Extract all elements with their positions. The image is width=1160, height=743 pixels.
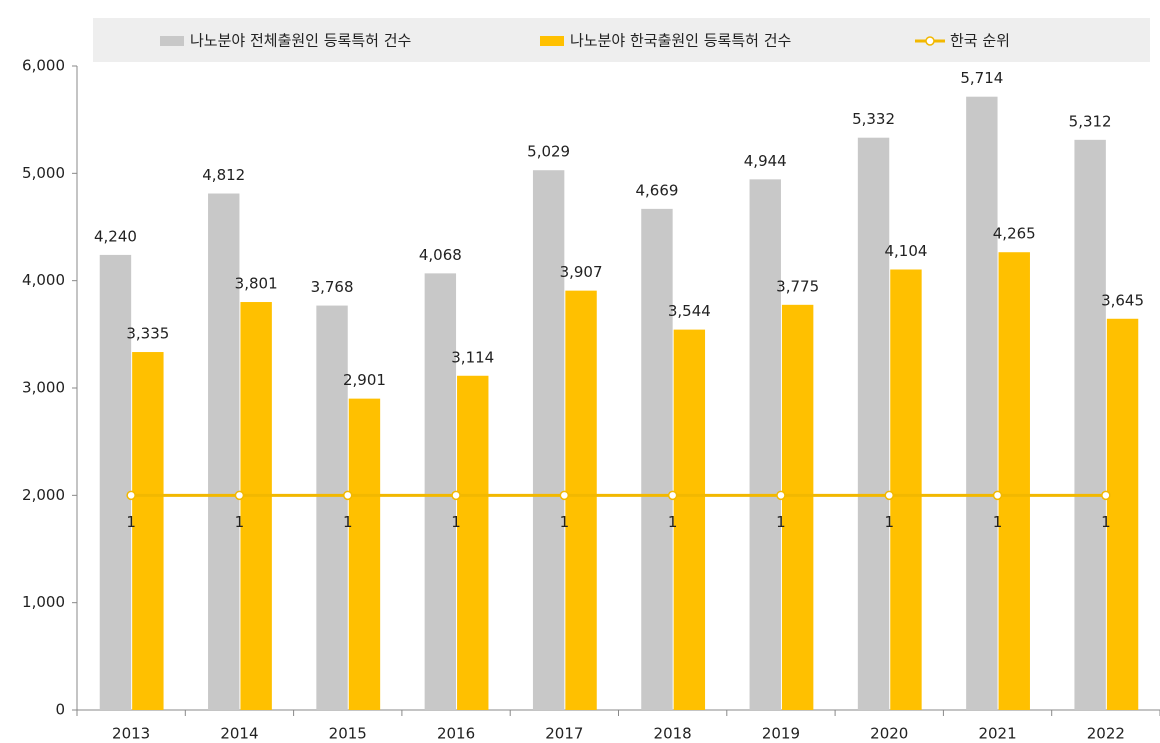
value-label: 3,544	[668, 302, 711, 320]
value-label: 2,901	[343, 371, 386, 389]
bar	[565, 290, 597, 710]
value-label: 4,669	[635, 181, 678, 199]
bar	[1106, 318, 1139, 710]
y-tick-label: 1,000	[22, 593, 65, 611]
value-label: 4,265	[993, 225, 1036, 243]
bar	[348, 398, 381, 710]
legend-background	[93, 18, 1150, 62]
value-label: 1	[1101, 513, 1111, 531]
bar	[857, 137, 890, 710]
legend-label: 한국 순위	[950, 32, 1010, 50]
value-label: 4,944	[744, 152, 787, 170]
legend-label: 나노분야 한국출원인 등록특허 건수	[570, 32, 791, 50]
value-label: 5,332	[852, 110, 895, 128]
bar	[457, 375, 489, 710]
point	[126, 490, 136, 501]
point	[559, 490, 570, 501]
value-label: 5,029	[527, 143, 570, 161]
y-tick-label: 6,000	[22, 57, 65, 75]
value-label: 3,335	[126, 325, 169, 343]
bar	[240, 302, 272, 710]
y-tick-label: 0	[55, 701, 65, 719]
x-tick-label: 2017	[545, 725, 583, 743]
bar	[316, 305, 348, 710]
value-label: 3,114	[451, 348, 494, 366]
legend-label: 나노분야 전체출원인 등록특허 건수	[190, 32, 411, 50]
value-label: 1	[776, 513, 786, 531]
bar	[208, 193, 240, 711]
y-tick-label: 2,000	[22, 486, 65, 504]
value-label: 3,907	[560, 263, 603, 281]
point	[776, 490, 786, 501]
x-tick-label: 2020	[870, 725, 908, 743]
x-tick-label: 2022	[1087, 725, 1125, 743]
value-label: 3,801	[235, 275, 278, 293]
legend-swatch	[160, 36, 184, 46]
value-label: 5,312	[1069, 112, 1112, 130]
legend-swatch	[540, 36, 564, 46]
x-tick-label: 2019	[762, 725, 800, 743]
value-label: 4,068	[419, 246, 462, 264]
x-tick-label: 2018	[654, 725, 692, 743]
y-tick-label: 5,000	[22, 164, 65, 182]
bar	[781, 304, 814, 710]
value-label: 4,240	[94, 227, 137, 245]
legend-marker	[925, 36, 935, 46]
value-label: 4,812	[202, 166, 245, 184]
value-label: 3,768	[311, 278, 354, 296]
point	[884, 490, 894, 501]
x-tick-label: 2014	[220, 725, 258, 743]
bar	[641, 208, 673, 711]
value-label: 1	[126, 513, 136, 531]
y-tick-label: 4,000	[22, 271, 65, 289]
value-label: 3,645	[1101, 291, 1144, 309]
x-tick-label: 2015	[329, 725, 367, 743]
point	[451, 490, 461, 501]
bar	[749, 179, 781, 710]
value-label: 4,104	[884, 242, 927, 260]
x-tick-label: 2016	[437, 725, 475, 743]
y-tick-label: 3,000	[22, 379, 65, 397]
bar	[673, 329, 706, 710]
bar	[132, 352, 164, 710]
bar	[1074, 139, 1106, 710]
value-label: 3,775	[776, 277, 819, 295]
value-label: 1	[993, 513, 1003, 531]
x-tick-label: 2021	[978, 725, 1016, 743]
bar	[99, 254, 132, 710]
value-label: 1	[668, 513, 678, 531]
value-label: 1	[884, 513, 894, 531]
bar	[532, 170, 565, 710]
bar	[424, 273, 457, 710]
bar	[890, 269, 922, 710]
point	[667, 490, 678, 501]
point	[234, 490, 245, 501]
point	[992, 490, 1003, 501]
value-label: 1	[343, 513, 353, 531]
value-label: 1	[235, 513, 245, 531]
bar	[998, 252, 1030, 710]
x-tick-label: 2013	[112, 725, 150, 743]
value-label: 1	[451, 513, 461, 531]
point	[1101, 490, 1111, 501]
bar	[966, 96, 998, 711]
value-label: 1	[560, 513, 570, 531]
value-label: 5,714	[960, 69, 1003, 87]
point	[343, 490, 353, 501]
